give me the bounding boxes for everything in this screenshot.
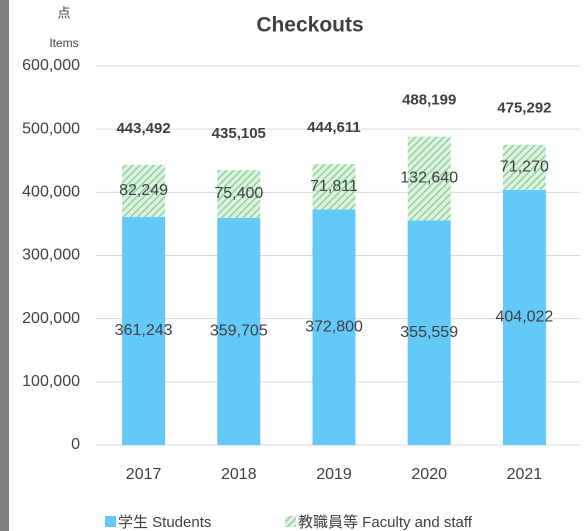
total-label: 444,611 — [307, 119, 360, 136]
bar-segment — [217, 217, 261, 445]
bar-segment — [122, 216, 166, 445]
data-label: 372,800 — [305, 318, 363, 335]
data-label: 361,243 — [115, 322, 173, 339]
total-label: 475,292 — [497, 100, 551, 117]
y-tick-label: 200,000 — [22, 310, 80, 327]
y-axis-label: Items — [49, 36, 78, 50]
bar-segment — [217, 170, 261, 218]
y-tick-label: 500,000 — [22, 120, 80, 137]
x-tick-label: 2020 — [411, 466, 447, 483]
bar-segment — [312, 209, 356, 445]
y-tick-label: 0 — [71, 436, 80, 453]
bar-segment — [407, 220, 451, 445]
bar-segment — [407, 136, 451, 221]
y-tick-label: 400,000 — [22, 184, 80, 201]
chart-title: Checkouts — [256, 14, 363, 37]
side-border — [0, 0, 9, 531]
bar-segment — [122, 164, 166, 217]
x-tick-label: 2019 — [316, 466, 352, 483]
x-tick-label: 2021 — [507, 466, 543, 483]
total-label: 435,105 — [212, 125, 266, 142]
legend-label: 学生 Students — [118, 514, 211, 531]
bar-segment — [312, 164, 356, 210]
data-label: 71,811 — [310, 178, 358, 195]
bar-segment — [502, 144, 546, 190]
bar-segment — [502, 189, 546, 445]
y-tick-label: 100,000 — [22, 373, 80, 390]
data-label: 359,705 — [210, 323, 268, 340]
data-label: 132,640 — [400, 170, 458, 187]
data-label: 75,400 — [214, 185, 263, 202]
x-tick-label: 2017 — [126, 466, 162, 483]
data-label: 404,022 — [495, 309, 553, 326]
y-unit-label: 点 — [57, 5, 70, 20]
legend-swatch — [285, 516, 296, 527]
legend-label: 教職員等 Faculty and staff — [298, 513, 473, 531]
total-label: 443,492 — [116, 120, 170, 137]
total-label: 488,199 — [402, 92, 456, 109]
data-label: 355,559 — [400, 324, 458, 341]
data-label: 71,270 — [500, 159, 549, 176]
data-label: 82,249 — [119, 182, 168, 199]
y-tick-label: 300,000 — [22, 247, 80, 264]
legend-swatch — [105, 516, 116, 527]
x-tick-label: 2018 — [221, 466, 257, 483]
y-tick-label: 600,000 — [22, 57, 80, 74]
